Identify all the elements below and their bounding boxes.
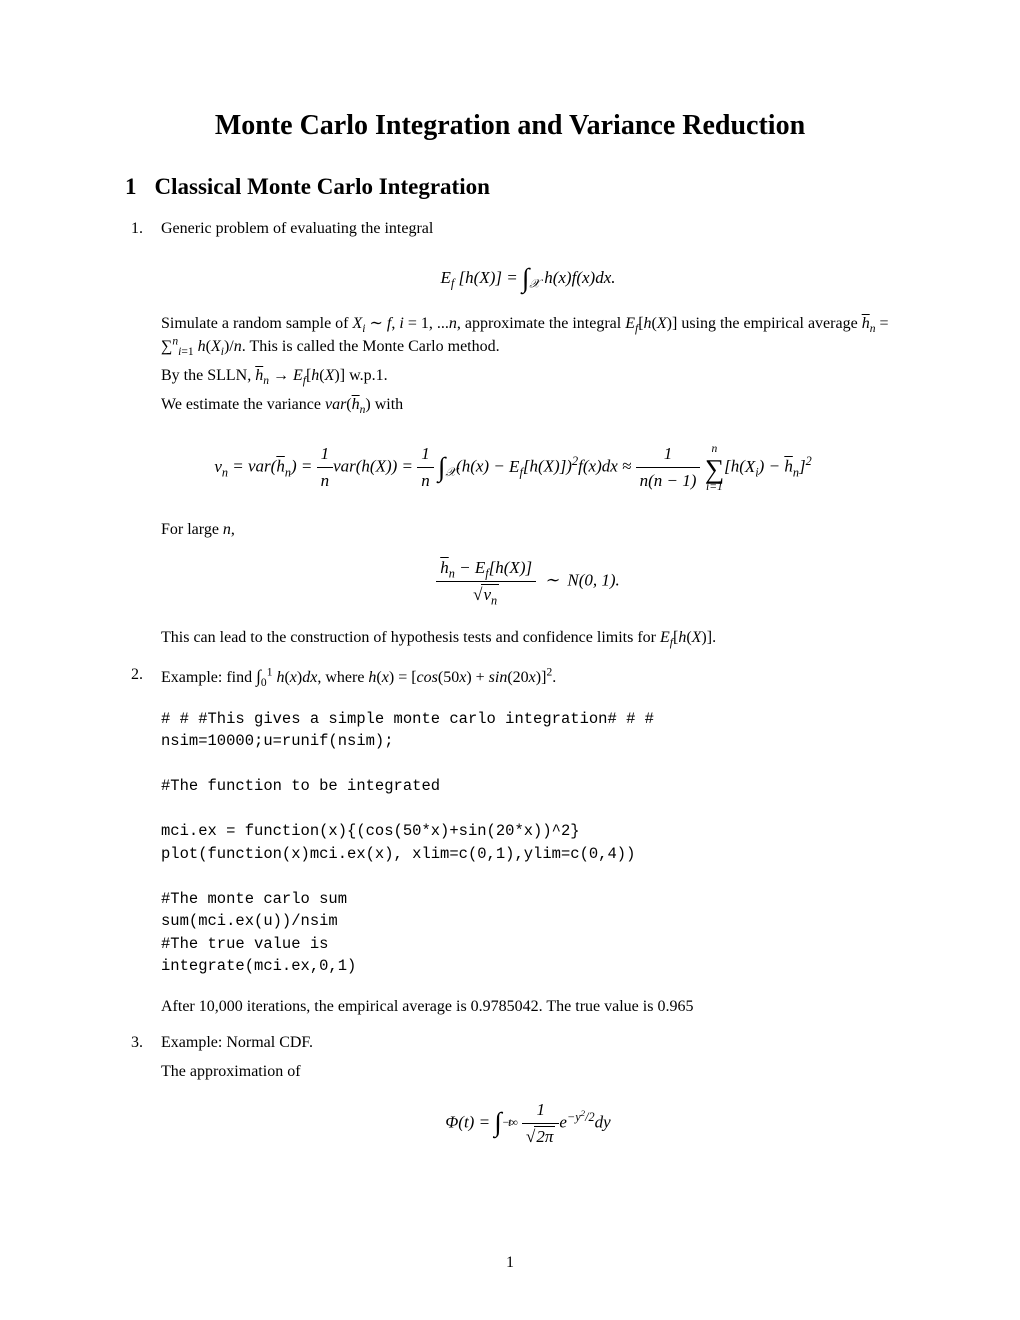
list-item: Example: find ∫01 h(x)dx, where h(x) = [… — [125, 664, 895, 1018]
paragraph: Generic problem of evaluating the integr… — [161, 218, 895, 241]
equation-clt: hn − Ef[h(X)] √vn ∼ N(0, 1). — [161, 556, 895, 607]
equation-normal-cdf: Φ(t) = ∫t−∞ 1√2πe−y2/2dy — [161, 1098, 895, 1149]
page-title: Monte Carlo Integration and Variance Red… — [125, 110, 895, 142]
section-number: 1 — [125, 174, 137, 200]
equation-expectation: Ef [h(X)] = ∫𝒳 h(x)f(x)dx. — [161, 255, 895, 294]
paragraph: For large n, — [161, 519, 895, 542]
section-heading: 1 Classical Monte Carlo Integration — [125, 174, 895, 200]
page: Monte Carlo Integration and Variance Red… — [0, 0, 1020, 1320]
paragraph: By the SLLN, hn → Ef[h(X)] w.p.1. — [161, 365, 895, 388]
list-item: Generic problem of evaluating the integr… — [125, 218, 895, 650]
paragraph: This can lead to the construction of hyp… — [161, 627, 895, 650]
paragraph: After 10,000 iterations, the empirical a… — [161, 996, 895, 1019]
paragraph: Simulate a random sample of Xi ∼ f, i = … — [161, 313, 895, 358]
page-number: 1 — [0, 1254, 1020, 1272]
paragraph: We estimate the variance var(hn) with — [161, 394, 895, 417]
list-item: Example: Normal CDF. The approximation o… — [125, 1032, 895, 1149]
paragraph: Example: find ∫01 h(x)dx, where h(x) = [… — [161, 664, 895, 690]
item-list: Generic problem of evaluating the integr… — [125, 218, 895, 1149]
paragraph: The approximation of — [161, 1061, 895, 1084]
code-block: # # #This gives a simple monte carlo int… — [161, 708, 895, 978]
paragraph: Example: Normal CDF. — [161, 1032, 895, 1055]
equation-variance: vn = var(hn) = 1nvar(h(X)) = 1n ∫𝒳(h(x) … — [131, 442, 895, 493]
section-title: Classical Monte Carlo Integration — [155, 174, 490, 199]
